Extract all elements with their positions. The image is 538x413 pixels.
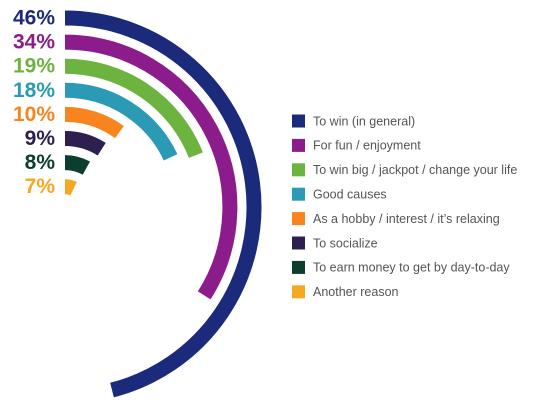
legend-label: To win big / jackpot / change your life bbox=[313, 163, 517, 177]
legend-swatch bbox=[292, 138, 305, 152]
arc-bar bbox=[64, 34, 238, 300]
value-label: 34% bbox=[13, 31, 55, 54]
arc-bar bbox=[64, 58, 203, 159]
legend-label: For fun / enjoyment bbox=[313, 139, 421, 153]
value-label: 19% bbox=[13, 55, 55, 78]
legend-swatch bbox=[292, 163, 305, 177]
legend-swatch bbox=[292, 187, 305, 201]
legend-swatch bbox=[292, 285, 305, 299]
legend-label: As a hobby / interest / it’s relaxing bbox=[313, 212, 500, 226]
arc-bar bbox=[64, 106, 124, 139]
arc-bar bbox=[64, 155, 91, 175]
legend-label: To win (in general) bbox=[313, 114, 415, 128]
legend-label: Good causes bbox=[313, 187, 387, 201]
value-label: 10% bbox=[13, 103, 55, 126]
value-label: 8% bbox=[25, 151, 56, 174]
legend-swatch bbox=[292, 114, 305, 128]
arc-bar bbox=[64, 82, 178, 161]
legend-swatch bbox=[292, 236, 305, 250]
legend-label: To earn money to get by day-to-day bbox=[313, 261, 510, 275]
arc-bar bbox=[64, 179, 77, 196]
value-label: 7% bbox=[25, 175, 56, 198]
legend-label: To socialize bbox=[313, 236, 378, 250]
value-label: 18% bbox=[13, 79, 55, 102]
arc-bar bbox=[64, 10, 262, 398]
arc-bar bbox=[64, 131, 106, 156]
legend-swatch bbox=[292, 212, 305, 226]
value-label: 46% bbox=[13, 7, 55, 30]
legend-swatch bbox=[292, 260, 305, 274]
legend-label: Another reason bbox=[313, 285, 399, 299]
value-label: 9% bbox=[25, 127, 56, 150]
